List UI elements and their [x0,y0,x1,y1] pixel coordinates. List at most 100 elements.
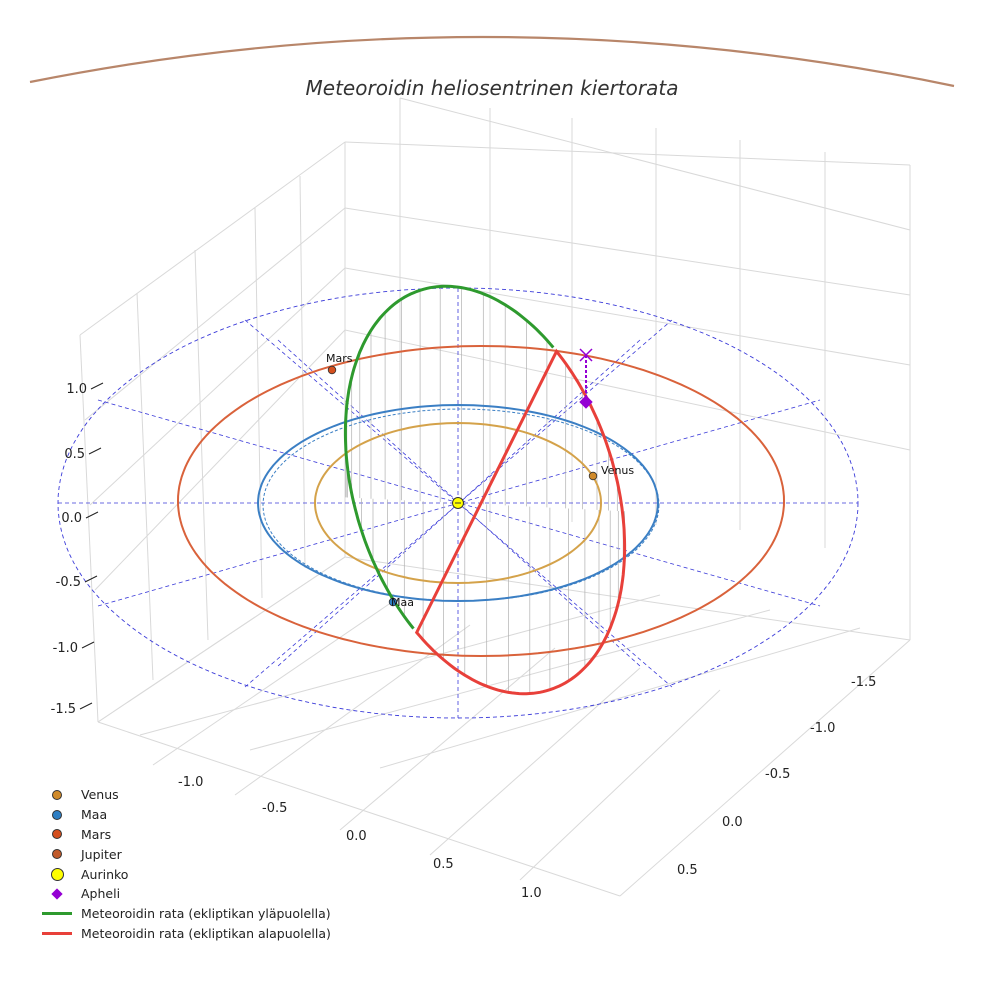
z-tick-0: -1.5 [51,702,76,717]
earth-orbit-ref [262,408,660,602]
grid-line-14 [84,207,346,421]
y-tick-1: -0.5 [262,801,287,816]
markers: Venus Maa Mars [326,348,634,609]
aphelion-projection-mark [579,348,593,362]
venus-orbit [313,421,602,585]
x-tick-0: -1.5 [851,675,876,690]
legend-dot-marker [52,849,62,860]
meteoroid-orbit [343,284,627,696]
z-tickmark-2 [84,575,98,583]
grid-line-23 [344,556,911,641]
legend-item: Apheli [40,884,331,904]
x-tick-3: 0.0 [722,815,743,830]
x-tick-2: -0.5 [765,767,790,782]
legend: Venus Maa Mars Jupiter Aurinko Apheli Meteoroi… [40,785,331,943]
chart-title: Meteoroidin heliosentrinen kiertorata [306,76,679,100]
legend-item: Jupiter [40,844,331,864]
orbit-drop-lines [345,286,625,694]
planet-mars [327,365,337,375]
grid-line-18 [344,141,911,166]
grid-line-16 [94,329,346,591]
z-tickmark-0 [79,702,93,710]
grid-line-31 [519,689,721,881]
z-tickmark-5 [90,382,104,390]
legend-dot-marker [52,809,62,820]
legend-swatch [40,849,74,860]
grid-line-2 [194,249,209,641]
legend-swatch [40,809,74,820]
ecliptic-spoke-4 [97,399,821,607]
legend-dot-marker [52,789,62,800]
legend-item: Meteoroidin rata (ekliptikan yläpuolella… [40,904,331,924]
legend-label: Meteoroidin rata (ekliptikan yläpuolella… [81,906,331,922]
legend-label: Aurinko [81,866,129,882]
z-tickmark-1 [81,641,95,649]
legend-line-marker [42,912,72,915]
axis-grid [79,97,911,897]
z-tick-5: 1.0 [66,382,87,397]
grid-line-29 [339,647,556,831]
legend-item: Venus [40,785,331,805]
legend-item: Mars [40,825,331,845]
grid-line-3 [254,207,263,599]
grid-line-30 [429,667,641,856]
z-tickmark-3 [85,511,99,519]
legend-swatch [40,912,74,915]
legend-label: Venus [81,787,119,803]
z-tickmark-4 [88,447,102,455]
jupiter-orbit-arc [29,35,955,88]
grid-line-24 [97,556,346,723]
legend-swatch [40,932,74,935]
grid-line-19 [399,97,911,231]
legend-diamond-marker [51,888,63,900]
grid-line-15 [89,267,346,506]
grid-line-26 [619,639,911,897]
planet-label-venus: Venus [601,464,634,477]
grid-line-34 [379,627,861,769]
grid-line-22 [344,329,911,451]
orbit-above-segment [343,284,555,630]
x-tick-4: 0.5 [677,863,698,878]
grid-line-21 [344,267,911,366]
grid-line-1 [136,292,154,681]
planet-label-maa: Maa [391,596,414,609]
legend-label: Jupiter [81,846,122,862]
planet-label-mars: Mars [326,352,353,365]
y-tick-0: -1.0 [178,775,203,790]
planet-venus [588,471,598,481]
legend-swatch [40,829,74,840]
legend-dot-marker [52,829,62,840]
grid-line-20 [344,207,911,296]
y-tick-3: 0.5 [433,857,454,872]
ecliptic-spoke-5 [97,399,821,607]
planet-orbits [176,344,785,658]
earth-orbit [256,403,659,603]
axis-ticks: -1.5 -1.0 -0.5 0.0 0.5 1.0 -1.0 -0.5 0.0 0.5 1.0 -1… [51,382,877,901]
x-tick-1: -1.0 [810,721,835,736]
legend-swatch [40,789,74,800]
legend-label: Meteoroidin rata (ekliptikan alapuolella… [81,925,331,941]
z-tick-4: 0.5 [64,447,85,462]
legend-label: Apheli [81,886,121,902]
grid-line-0 [79,334,99,723]
grid-line-33 [249,609,771,751]
legend-line-marker [42,932,72,935]
grid-line-27 [152,599,396,766]
y-tick-2: 0.0 [346,829,367,844]
legend-swatch [40,888,74,900]
aphelion-marker [579,395,593,409]
mars-orbit [176,344,785,658]
y-tick-4: 1.0 [521,886,542,901]
grid-line-13 [79,141,346,336]
z-tick-3: 0.0 [61,511,82,526]
legend-label: Maa [81,807,108,823]
orbit-below-segment [414,348,627,696]
legend-swatch [40,867,74,881]
legend-dot-marker [50,867,64,881]
grid-line-32 [139,594,661,736]
planet-maa [388,597,398,607]
legend-item: Maa [40,805,331,825]
z-tick-1: -1.0 [53,641,78,656]
legend-item: Aurinko [40,864,331,884]
